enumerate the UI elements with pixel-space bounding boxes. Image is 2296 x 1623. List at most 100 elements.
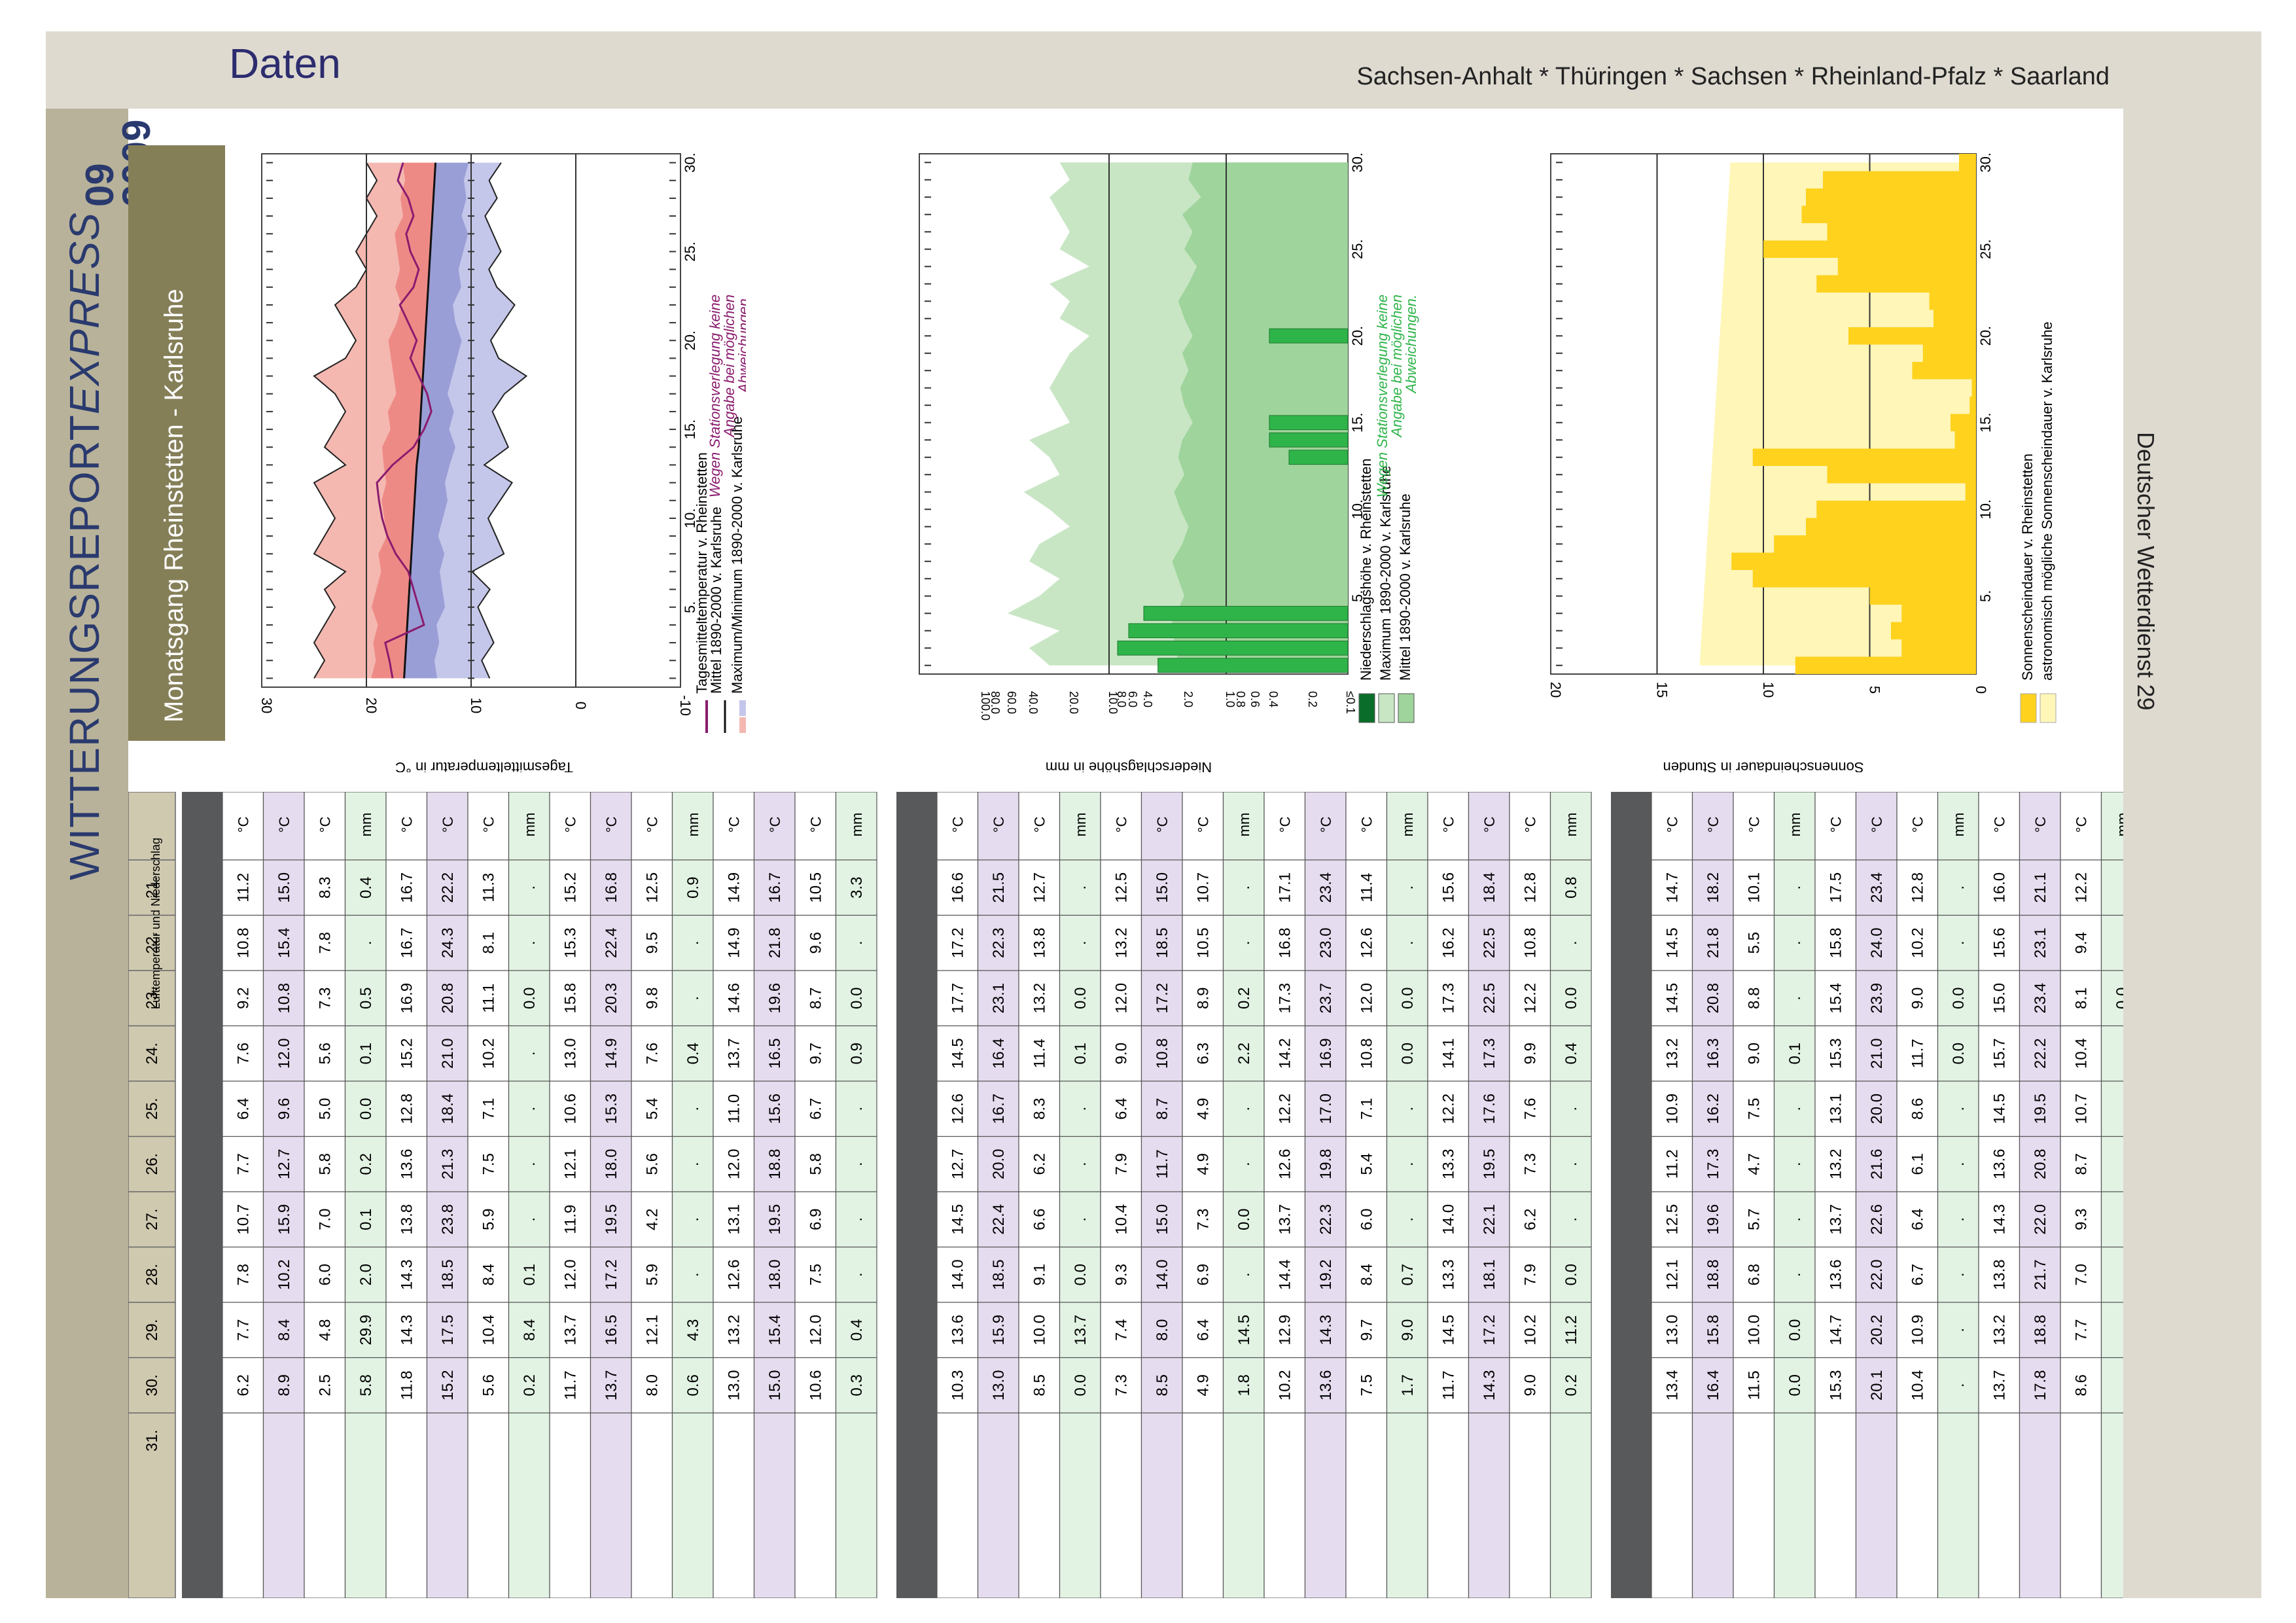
table-cell: .	[1563, 1217, 1580, 1222]
table-cell: 0.0	[1786, 1319, 1804, 1341]
table-cell: 8.4	[521, 1319, 539, 1341]
table-column	[1140, 792, 1183, 1598]
precip-tick-label: 2.0	[1182, 691, 1195, 707]
table-cell: 17.7	[949, 983, 966, 1014]
table-cell: 22.2	[2032, 1038, 2049, 1069]
day-label: 26.	[143, 1153, 161, 1175]
sunshine-bar	[1774, 535, 1976, 553]
table-cell: .	[1950, 1107, 1968, 1111]
table-cell: 14.3	[398, 1315, 415, 1346]
table-cell: 7.3	[1521, 1153, 1539, 1175]
table-cell: 15.4	[1827, 983, 1845, 1014]
unit-label: mm	[1787, 813, 1803, 837]
table-cell: 10.8	[275, 983, 293, 1014]
table-cell: 6.4	[1112, 1098, 1130, 1120]
table-cell: 13.7	[1072, 1315, 1089, 1346]
unit-label: °C	[1746, 817, 1762, 833]
legend-swatch	[1398, 693, 1415, 723]
table-cell: .	[1786, 1217, 1804, 1222]
unit-label: °C	[603, 817, 620, 833]
sunshine-bar	[1929, 293, 1976, 310]
table-cell: 15.4	[766, 1315, 784, 1346]
station-note: Angabe bei möglichen	[721, 294, 737, 438]
table-cell: 0.0	[1950, 988, 1968, 1009]
unit-label: °C	[1154, 817, 1171, 833]
unit-label: °C	[398, 817, 415, 833]
unit-label: °C	[1869, 817, 1885, 833]
table-cell: .	[684, 940, 702, 945]
section-title: Daten	[229, 40, 341, 87]
panel-title-bar	[128, 145, 225, 741]
table-cell: 0.9	[684, 877, 702, 899]
table-cell: 22.4	[990, 1204, 1008, 1235]
unit-label: °C	[317, 817, 333, 833]
table-cell: 5.8	[807, 1153, 824, 1175]
table-cell: 8.3	[1031, 1098, 1048, 1120]
day-tick-label: 25.	[1977, 239, 1994, 259]
table-cell: 7.5	[1358, 1374, 1375, 1396]
table-cell: 12.2	[2072, 872, 2090, 903]
table-cell: 9.0	[1745, 1043, 1763, 1064]
table-cell: 9.7	[807, 1043, 824, 1064]
table-cell: 12.0	[275, 1038, 293, 1069]
day-tick-label: 25.	[682, 241, 698, 262]
table-cell: 13.3	[1439, 1149, 1457, 1179]
unit-label: °C	[1522, 817, 1538, 833]
table-cell: 14.9	[603, 1038, 620, 1069]
table-cell: 15.6	[1990, 927, 2008, 958]
table-cell: 15.7	[1990, 1038, 2008, 1069]
table-cell: .	[1072, 940, 1089, 945]
table-cell: .	[1399, 885, 1417, 890]
table-cell: 12.0	[1358, 983, 1375, 1014]
table-cell: 15.3	[603, 1094, 620, 1124]
temp-tick-label: 0	[573, 702, 589, 709]
table-cell: 0.2	[1563, 1374, 1580, 1396]
table-cell: 11.3	[480, 873, 497, 902]
table-cell: 4.7	[1745, 1153, 1763, 1175]
day-label: 21.	[143, 877, 161, 899]
day-tick-label: 10.	[1349, 499, 1366, 520]
table-cell: 10.0	[1031, 1315, 1048, 1346]
table-column	[2019, 792, 2061, 1598]
table-cell: 16.2	[1704, 1094, 1722, 1124]
table-cell: 5.8	[357, 1374, 375, 1396]
table-cell: 12.7	[949, 1149, 966, 1179]
table-cell: 8.9	[1194, 988, 1212, 1009]
precip-tick-label: 20.0	[1067, 691, 1080, 714]
table-cell: 12.6	[949, 1094, 966, 1124]
table-cell: .	[684, 1272, 702, 1277]
data-tables: Lufttemperatur und Niederschlag21.22.23.…	[128, 792, 2123, 1598]
table-cell: .	[1950, 1162, 1968, 1166]
table-cell: 10.4	[480, 1315, 497, 1346]
table-cell: 9.0	[1399, 1319, 1417, 1341]
table-column	[1018, 792, 1061, 1598]
legend-label: astronomisch mögliche Sonnenscheindauer …	[2039, 321, 2055, 681]
table-cell: 16.2	[1439, 927, 1457, 958]
table-cell: 16.6	[949, 872, 966, 903]
table-cell: 14.5	[949, 1038, 966, 1069]
table-column	[1427, 792, 1470, 1598]
unit-label: °C	[1277, 817, 1293, 833]
table-column	[1773, 792, 1816, 1598]
table-cell: 7.6	[643, 1043, 661, 1064]
day-tick-label: 10.	[1977, 499, 1994, 520]
table-cell: 23.7	[1317, 983, 1335, 1014]
precip-tick-label: 8.0	[1115, 691, 1128, 707]
table-cell: 11.2	[1563, 1315, 1580, 1345]
legend-label: Tagesmitteltemperatur v. Rheinstetten	[694, 452, 710, 694]
legend-swatch	[1378, 693, 1395, 723]
table-cell: 7.3	[1194, 1209, 1212, 1230]
table-cell: 14.9	[725, 872, 743, 903]
table-cell: 9.7	[1358, 1319, 1375, 1341]
table-cell: 17.3	[1481, 1038, 1498, 1069]
table-cell: .	[1786, 1162, 1804, 1166]
table-column	[1855, 792, 1898, 1598]
table-cell: 0.1	[1072, 1043, 1089, 1064]
sun-tick-label: 5	[1867, 686, 1883, 694]
table-cell: 0.2	[357, 1153, 375, 1175]
unit-label: °C	[807, 817, 824, 833]
table-cell: 8.7	[2072, 1153, 2090, 1175]
table-column	[2060, 792, 2102, 1598]
table-cell: 16.7	[766, 872, 784, 903]
precip-tick-label: ≤0.1	[1344, 691, 1357, 714]
